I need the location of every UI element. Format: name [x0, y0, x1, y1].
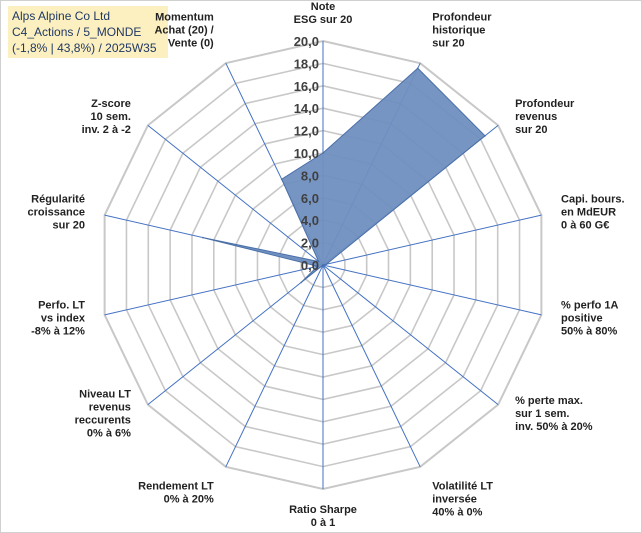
category-label: Note ESG sur 20 [294, 1, 353, 26]
axis-spoke [225, 264, 324, 468]
data-point [322, 152, 324, 154]
data-point [300, 281, 302, 284]
axis-spoke [147, 264, 324, 406]
data-point [280, 178, 283, 181]
axis-spoke [104, 264, 324, 316]
axis-spoke [322, 264, 421, 468]
tick-label: 14,0 [294, 101, 319, 116]
category-label: Niveau LT revenus reccurents 0% à 6% [75, 388, 132, 439]
tick-label: 20,0 [294, 34, 319, 49]
data-point [202, 236, 204, 239]
tick-label: 18,0 [294, 56, 319, 71]
category-label: Régularité croissance sur 20 [27, 194, 84, 232]
tick-label: 12,0 [294, 124, 319, 139]
axis-spoke [322, 214, 542, 266]
data-point [316, 265, 319, 268]
tick-label: 2,0 [301, 236, 319, 251]
data-point [416, 67, 419, 70]
tick-label: 16,0 [294, 79, 319, 94]
tick-label: 8,0 [301, 168, 319, 183]
chart-title-box: Alps Alpine Co Ltd C4_Actions / 5_MONDE … [8, 6, 168, 58]
tick-label: 4,0 [301, 213, 319, 228]
title-line-2: C4_Actions / 5_MONDE [12, 25, 142, 39]
category-label: % perte max. sur 1 sem. inv. 50% à 20% [515, 395, 593, 433]
axis-spoke [322, 264, 542, 316]
category-label: Momentum Achat (20) / Vente (0) [154, 12, 214, 50]
axis-spoke [147, 124, 324, 266]
tick-label: 0,0 [301, 258, 319, 273]
data-point [484, 135, 486, 137]
category-label: Profondeur historique sur 20 [432, 12, 492, 50]
category-label: % perfo 1A positive 50% à 80% [561, 299, 619, 337]
category-label: Volatilité LT inversée 40% à 0% [432, 480, 493, 518]
data-point [325, 263, 328, 266]
data-point [317, 260, 320, 263]
category-label: Profondeur revenus sur 20 [515, 98, 575, 136]
tick-label: 10,0 [294, 146, 319, 161]
axis-spoke [322, 264, 499, 406]
data-area [202, 67, 486, 283]
category-label: Z-score 10 sem. inv. 2 à -2 [82, 98, 131, 136]
data-point [322, 264, 324, 266]
category-label: Rendement LT 0% à 20% [138, 480, 214, 505]
category-label: Capi. bours. en MdEUR 0 à 60 G€ [561, 194, 625, 232]
category-label: Perfo. LT vs index -8% à 12% [31, 299, 86, 337]
title-line-1: Alps Alpine Co Ltd [12, 9, 111, 23]
tick-label: 6,0 [301, 191, 319, 206]
category-label: Ratio Sharpe 0 à 1 [289, 504, 357, 529]
title-line-3: (-1,8% | 43,8%) / 2025W35 [12, 41, 157, 55]
